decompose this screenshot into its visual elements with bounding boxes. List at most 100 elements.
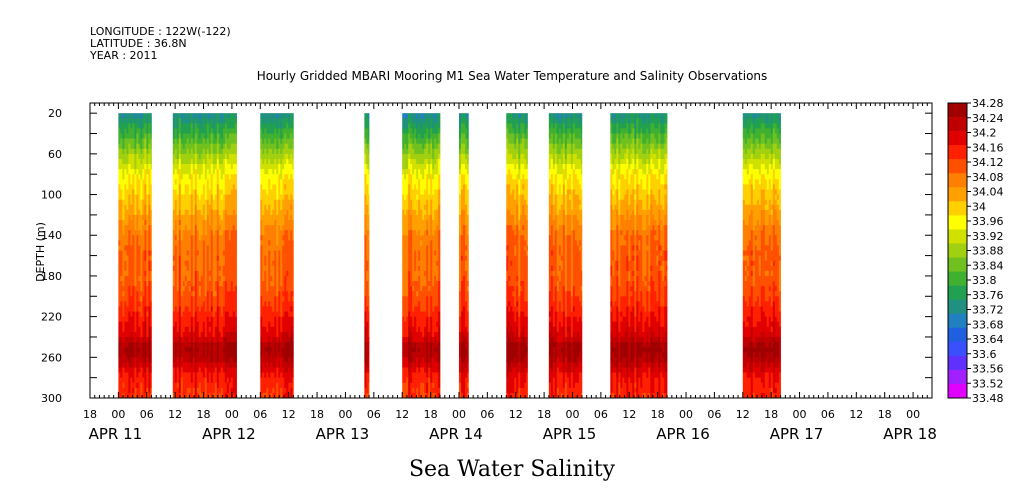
colorbar-band [948,243,967,258]
data-segment [402,113,441,399]
colorbar-band [948,131,967,146]
x-tick-label: 12 [622,408,636,421]
colorbar-band [948,201,967,216]
colorbar-band [948,383,967,399]
x-tick-label: 06 [707,408,721,421]
x-tick-label: 12 [849,408,863,421]
colorbar-band [948,215,967,230]
x-tick-label: 18 [83,408,97,421]
header-info: LONGITUDE : 122W(-122) LATITUDE : 36.8N … [89,25,231,62]
colorbar-band [948,355,967,371]
colorbar-band [948,285,967,300]
colorbar-label: 33.92 [972,230,1004,243]
colorbar-label: 33.88 [972,245,1004,258]
x-tick-label: 18 [310,408,324,421]
x-tick-label: 12 [395,408,409,421]
colorbar-band [948,187,967,202]
x-tick-label: 12 [509,408,523,421]
y-tick-label: 300 [41,392,62,405]
x-tick-label: 00 [338,408,352,421]
colorbar-label: 33.48 [972,392,1004,405]
x-tick-label: 00 [452,408,466,421]
data-segment [548,113,583,399]
date-label: APR 16 [656,425,710,443]
colorbar-band [948,257,967,272]
data-segment [458,113,469,399]
x-tick-label: 06 [594,408,608,421]
colorbar-label: 34.2 [972,127,997,140]
x-tick-label: 18 [764,408,778,421]
data-segment [610,113,668,399]
latitude-text: LATITUDE : 36.8N [90,37,187,50]
date-label: APR 12 [202,425,256,443]
x-tick-label: 18 [878,408,892,421]
colorbar-label: 33.72 [972,304,1004,317]
date-label: APR 11 [89,425,143,443]
x-tick-label: 12 [282,408,296,421]
date-label: APR 17 [770,425,824,443]
x-axis: 18 00 06 12 18 00 06 12 18 00 06 12 18 00 06 12 18 00 06 12… [83,103,937,443]
colorbar-label: 34 [972,200,986,213]
colorbar-band [948,369,967,385]
date-label: APR 13 [316,425,370,443]
colorbar-band [948,299,967,315]
x-tick-label: 06 [821,408,835,421]
y-tick-label: 100 [41,189,62,202]
x-tick-label: 18 [537,408,551,421]
x-tick-label: 00 [111,408,125,421]
x-tick-label: 18 [197,408,211,421]
x-tick-label: 06 [480,408,494,421]
colorbar-label: 34.28 [972,97,1004,110]
y-tick-label: 60 [48,148,62,161]
x-tick-label: 18 [424,408,438,421]
date-label: APR 15 [543,425,597,443]
y-tick-label: 20 [48,107,62,120]
data-segment [506,113,528,399]
x-tick-label: 06 [367,408,381,421]
data-segment [364,113,370,399]
date-label: APR 14 [429,425,483,443]
data-segment [118,113,152,399]
chart-title: Hourly Gridded MBARI Mooring M1 Sea Wate… [257,69,768,83]
y-tick-label: 260 [41,351,62,364]
date-label: APR 18 [883,425,937,443]
y-tick-label: 180 [41,270,62,283]
x-tick-label: 00 [679,408,693,421]
y-axis-label: DEPTH (m) [34,222,47,282]
y-tick-label: 220 [41,311,62,324]
colorbar-label: 33.56 [972,363,1004,376]
data-segment [742,113,781,399]
colorbar-band [948,313,967,329]
data-segment [172,113,237,399]
x-tick-label: 00 [225,408,239,421]
colorbar-band [948,159,967,174]
x-tick-label: 12 [736,408,750,421]
colorbar-label: 34.24 [972,112,1004,125]
year-text: YEAR : 2011 [89,49,158,62]
colorbar-label: 34.12 [972,156,1004,169]
colorbar-label: 34.04 [972,186,1004,199]
colorbar-label: 33.76 [972,289,1004,302]
colorbar-label: 34.08 [972,171,1004,184]
colorbar-label: 34.16 [972,141,1004,154]
colorbar-band [948,271,967,286]
variable-title: Sea Water Salinity [409,457,616,482]
colorbar-band [948,103,967,118]
colorbar-band [948,117,967,132]
colorbar-band [948,327,967,343]
colorbar-band [948,173,967,188]
x-tick-label: 12 [168,408,182,421]
colorbar-label: 33.84 [972,259,1004,272]
colorbar-band [948,145,967,160]
colorbar-label: 33.64 [972,333,1004,346]
x-tick-label: 00 [565,408,579,421]
colorbar-band [948,341,967,357]
colorbar-label: 33.52 [972,377,1004,390]
x-tick-label: 00 [906,408,920,421]
data-segment [260,113,294,399]
colorbar-label: 33.6 [972,348,997,361]
y-axis: 20 60 100 140 180 220 260 300 [41,107,932,405]
colorbar-label: 33.68 [972,318,1004,331]
